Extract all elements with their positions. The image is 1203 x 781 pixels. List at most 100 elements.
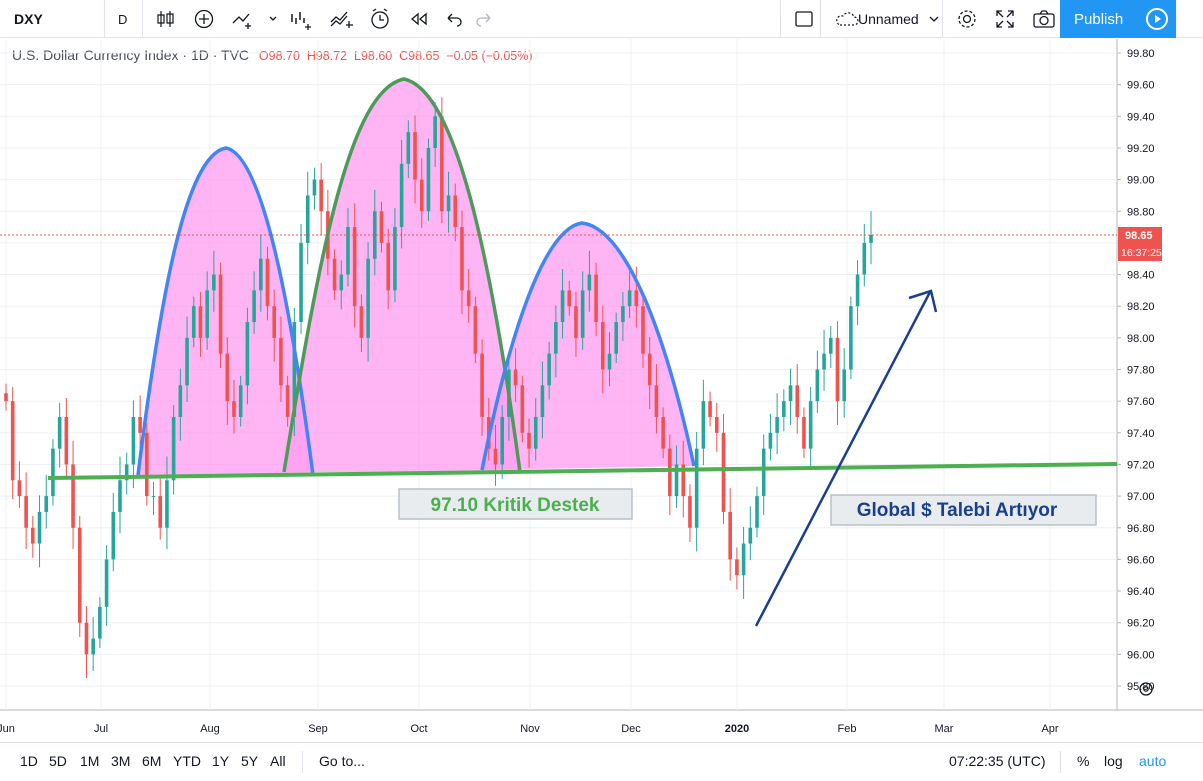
fullscreen-square-icon[interactable]	[786, 0, 822, 38]
candle-body	[366, 258, 370, 338]
candle-body	[191, 306, 196, 338]
templates-icon[interactable]	[320, 0, 364, 38]
range-3m[interactable]: 3M	[111, 753, 131, 769]
range-all[interactable]: All	[270, 753, 286, 769]
candle-body	[708, 401, 712, 417]
candle-body	[279, 337, 283, 386]
candle-body	[292, 322, 297, 417]
candle-body	[84, 622, 89, 655]
candle-body	[165, 480, 169, 528]
undo-icon[interactable]	[436, 0, 472, 38]
range-1m[interactable]: 1M	[80, 753, 100, 769]
range-5y[interactable]: 5Y	[241, 753, 259, 769]
candle-body	[245, 322, 250, 386]
compare-icon[interactable]	[222, 0, 288, 38]
log-toggle[interactable]: log	[1104, 753, 1123, 769]
candle-body	[419, 179, 424, 212]
candle-body	[500, 416, 505, 465]
y-tick-label: 99.40	[1127, 111, 1155, 123]
range-5d[interactable]: 5D	[49, 753, 67, 769]
indicators-icon[interactable]	[185, 0, 223, 38]
candle-body	[466, 290, 471, 307]
left-shoulder-arc	[136, 146, 315, 476]
candle-body	[31, 527, 35, 544]
candle-body	[265, 258, 270, 307]
y-tick-label: 97.80	[1127, 365, 1155, 377]
range-1y[interactable]: 1Y	[212, 753, 230, 769]
redo-icon[interactable]	[466, 0, 502, 38]
candle-body	[37, 511, 42, 544]
candle-body	[580, 290, 585, 338]
candle-body	[453, 195, 458, 228]
candle-body	[634, 290, 639, 307]
y-tick-label: 96.80	[1127, 523, 1155, 535]
candle-body	[218, 274, 223, 354]
gear-icon[interactable]	[948, 0, 986, 38]
last-price-label: 98.65	[1125, 230, 1153, 242]
candle-body	[493, 448, 498, 465]
auto-toggle[interactable]: auto	[1139, 753, 1167, 769]
range-1d[interactable]: 1D	[20, 753, 38, 769]
candle-body	[305, 195, 310, 243]
candle-body	[574, 306, 578, 338]
utc-clock[interactable]: 07:22:35 (UTC)	[949, 753, 1046, 769]
goto-button[interactable]: Go to...	[319, 753, 365, 769]
candle-body	[413, 132, 417, 180]
range-ytd[interactable]: YTD	[173, 753, 201, 769]
candle-style-icon[interactable]	[148, 0, 184, 38]
candle-body	[440, 116, 444, 212]
x-tick-label: Feb	[838, 723, 857, 735]
x-tick-label: Dec	[621, 723, 641, 735]
candle-body	[118, 480, 122, 512]
last-price-tag	[1118, 226, 1162, 261]
countdown-label: 16:37:25	[1121, 247, 1162, 259]
toolbar-divider	[820, 0, 821, 38]
candle-body	[319, 179, 323, 212]
toolbar-divider	[780, 0, 781, 38]
y-tick-label: 97.00	[1127, 491, 1155, 503]
cloud-icon[interactable]	[826, 0, 868, 38]
symbol-search[interactable]: DXY	[14, 11, 43, 27]
chart-type-icon[interactable]	[280, 0, 324, 38]
candle-body	[379, 211, 384, 243]
candle-body	[761, 448, 766, 497]
chevron-down-icon[interactable]	[920, 0, 948, 38]
range-6m[interactable]: 6M	[142, 753, 162, 769]
candle-body	[64, 416, 69, 465]
candle-body	[393, 227, 397, 291]
candle-body	[694, 448, 699, 528]
y-tick-label: 99.00	[1127, 175, 1155, 187]
x-tick-label: Mar	[935, 723, 954, 735]
expand-icon[interactable]	[986, 0, 1024, 38]
replay-icon[interactable]	[400, 0, 438, 38]
layout-name[interactable]: Unnamed	[858, 11, 919, 27]
percent-toggle[interactable]: %	[1077, 753, 1090, 769]
toolbar-divider	[104, 0, 105, 38]
candle-body	[782, 401, 786, 417]
candle-body	[533, 416, 538, 449]
candle-body	[111, 511, 116, 560]
candle-body	[158, 496, 163, 528]
candle-body	[755, 496, 759, 528]
y-tick-label: 99.60	[1127, 80, 1155, 92]
candle-body	[614, 322, 618, 354]
toolbar-divider	[142, 0, 143, 38]
candle-body	[728, 511, 732, 560]
support-annotation-box	[398, 488, 633, 520]
candle-body	[17, 480, 22, 497]
interval-button[interactable]: D	[118, 11, 128, 27]
candle-body	[681, 464, 686, 497]
camera-icon[interactable]	[1024, 0, 1064, 38]
candle-body	[721, 432, 726, 512]
y-tick-label: 97.60	[1127, 396, 1155, 408]
publish-button[interactable]: Publish	[1060, 0, 1176, 38]
alert-clock-icon[interactable]	[360, 0, 402, 38]
top-toolbar: DXY D Unnamed	[0, 0, 1203, 38]
candle-body	[473, 306, 478, 354]
candle-body	[768, 432, 773, 449]
x-tick-label: Aug	[200, 723, 220, 735]
price-chart[interactable]: JunJulAugSepOctNovDec2020FebMarApr95.809…	[0, 39, 1203, 742]
bottom-toolbar: 1D 5D 1M 3M 6M YTD 1Y 5Y All Go to... 07…	[0, 742, 1203, 781]
candle-body	[567, 290, 572, 307]
candle-body	[869, 234, 873, 243]
